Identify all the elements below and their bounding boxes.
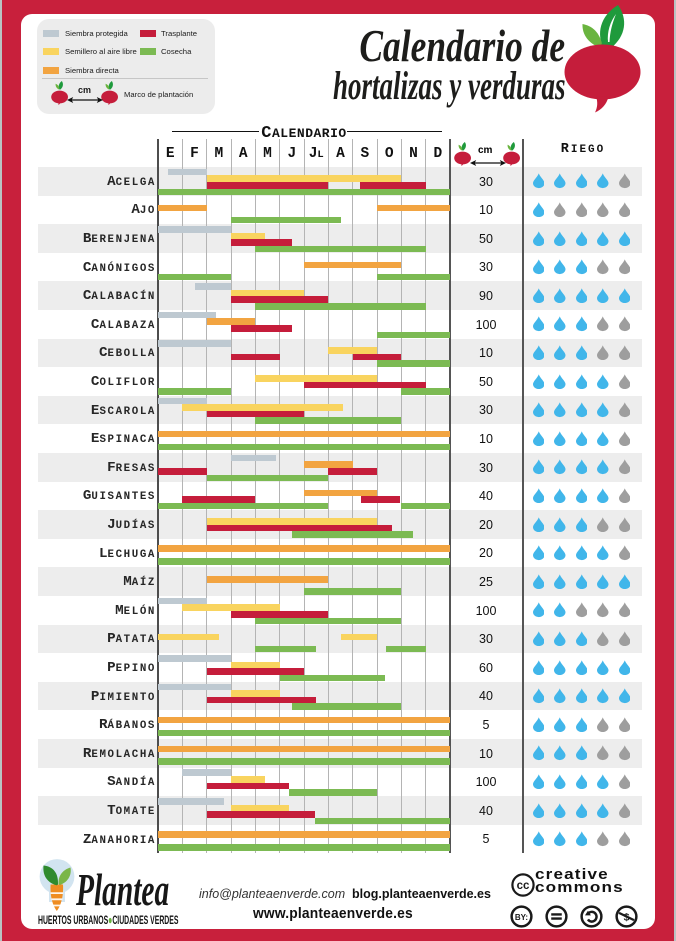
svg-text:cc: cc	[517, 880, 530, 892]
svg-text:BY:: BY:	[515, 913, 528, 922]
